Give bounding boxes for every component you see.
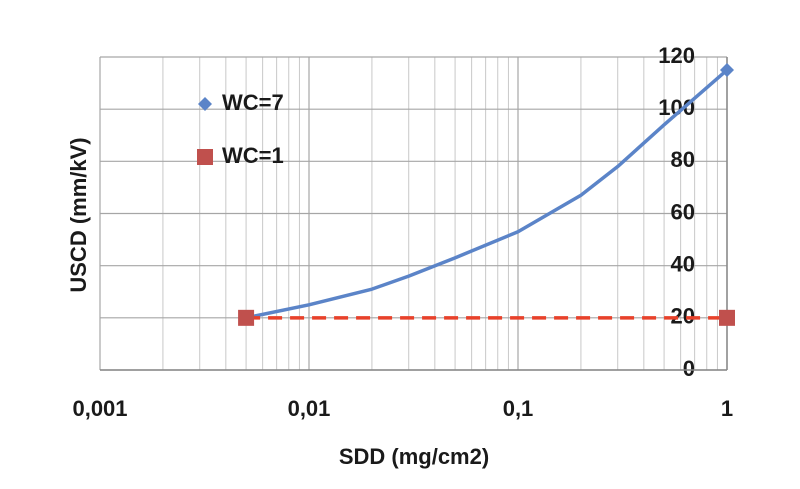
legend-marker: [197, 149, 213, 165]
x-tick-label: 0,001: [72, 396, 127, 421]
y-tick-label: 100: [658, 95, 695, 120]
x-tick-label: 0,1: [503, 396, 534, 421]
marker: [719, 309, 735, 326]
y-tick-label: 60: [671, 199, 695, 224]
legend-label: WC=1: [222, 143, 284, 168]
y-axis-title: USCD (mm/kV): [66, 137, 91, 292]
x-axis-title: SDD (mg/cm2): [339, 444, 489, 469]
marker: [238, 309, 255, 326]
y-tick-label: 0: [683, 356, 695, 381]
legend-label: WC=7: [222, 90, 284, 115]
marker: [720, 63, 734, 78]
y-tick-label: 120: [658, 43, 695, 68]
x-tick-label: 0,01: [288, 396, 331, 421]
x-tick-label: 1: [721, 396, 733, 421]
series-line: [245, 68, 729, 320]
y-tick-label: 80: [671, 147, 695, 172]
y-tick-label: 40: [671, 251, 695, 276]
legend-marker: [198, 97, 212, 111]
